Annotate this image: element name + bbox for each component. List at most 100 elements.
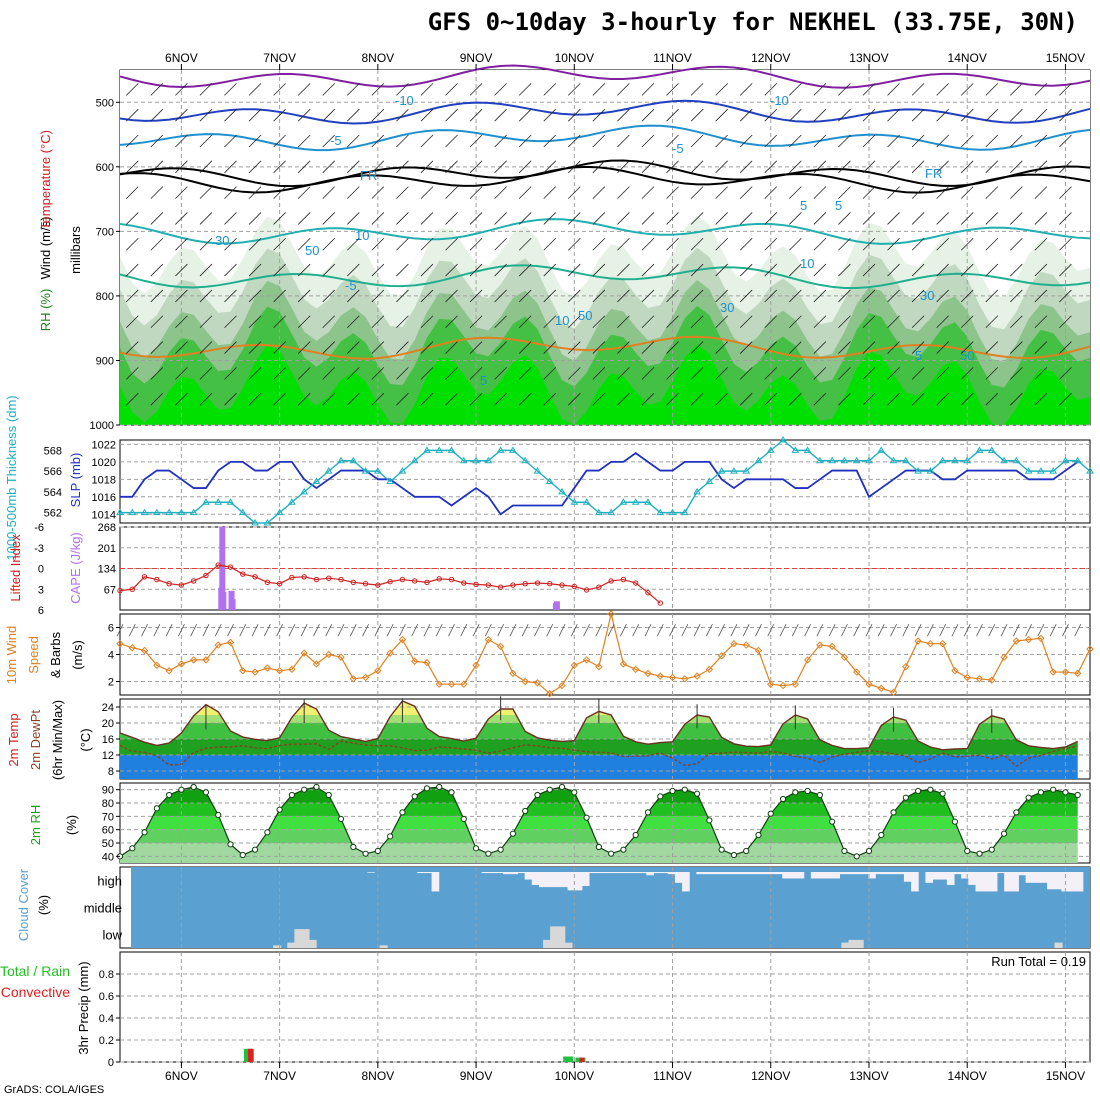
contour-label: 10 (800, 256, 814, 271)
wind-barb (199, 263, 213, 277)
high-cloud-bar (925, 872, 934, 883)
date-label-bottom: 12NOV (751, 1069, 790, 1083)
wind-barb (617, 134, 630, 148)
thickness-marker (1024, 467, 1033, 474)
wind-barb (420, 341, 434, 354)
date-label-bottom: 7NOV (263, 1069, 296, 1083)
wind-barb (1034, 341, 1048, 354)
high-cloud-bar (1068, 872, 1077, 892)
wind-barb (862, 212, 876, 225)
wind-barb (494, 83, 507, 96)
wind-barb (927, 624, 934, 637)
wind-speed-marker (349, 675, 357, 683)
wind-barb (347, 263, 360, 277)
high-cloud-bar (624, 872, 633, 874)
wind-barb (911, 134, 925, 148)
rh-marker (964, 847, 971, 855)
wind-barb (497, 624, 504, 637)
rh-marker (608, 850, 615, 857)
wind-barb (396, 160, 409, 174)
wind-barb (1059, 134, 1072, 148)
high-cloud-bar (989, 872, 998, 892)
high-cloud-bar (954, 872, 962, 875)
wind-barb (985, 341, 999, 354)
wind-barb (347, 83, 360, 96)
wind-barb (472, 624, 480, 637)
y-tick-label: 566 (44, 466, 62, 478)
wind-barb (1059, 315, 1072, 329)
wind-barb (150, 186, 164, 199)
contour-label: 30 (215, 233, 229, 248)
ylabel-2m-temp: 2m Temp (6, 713, 21, 766)
wind-speed-marker (398, 635, 407, 644)
wind-barb (1010, 212, 1023, 225)
thickness-marker (901, 456, 910, 464)
wind-barb (297, 83, 311, 96)
wind-barb (273, 212, 286, 225)
wind-barb (1010, 392, 1023, 406)
thickness-marker (386, 477, 395, 484)
date-label-top: 9NOV (460, 51, 493, 65)
wind-speed-marker (484, 635, 493, 644)
ylabel-2m-rh: 2m RH (28, 805, 43, 845)
thickness-marker (509, 446, 517, 453)
wind-barb (960, 315, 974, 329)
wind-barb (543, 237, 557, 251)
wind-barb (592, 367, 606, 380)
wind-barb (543, 341, 557, 354)
thickness-marker (730, 467, 738, 474)
legend-total-rain: Total / Rain (0, 963, 70, 979)
wind-barb (371, 160, 385, 174)
low-cloud-bar (287, 942, 296, 948)
wind-barb (862, 134, 876, 148)
wind-barb (1049, 624, 1057, 637)
rh-marker (927, 786, 934, 793)
lifted-index-marker (485, 582, 492, 588)
panel-frame (119, 951, 1091, 1063)
wind-barb (297, 134, 311, 148)
wind-barb (813, 289, 827, 303)
rh-marker (411, 793, 418, 800)
y-tick-label: 1020 (92, 457, 116, 469)
wind-barb (199, 341, 213, 354)
wind-barb (715, 315, 728, 329)
wind-barb (641, 367, 655, 380)
wind-barb (347, 341, 360, 354)
high-cloud-bar (946, 872, 955, 885)
wind-barb (641, 341, 655, 354)
wind-barb (371, 212, 385, 225)
wind-barb (396, 392, 409, 406)
wind-barb (322, 367, 336, 380)
wind-barb (494, 237, 507, 251)
wind-barb (568, 263, 581, 277)
wind-barb (518, 367, 532, 380)
wind-barb (789, 212, 802, 225)
wind-barb (125, 160, 139, 174)
wind-barb (813, 160, 827, 174)
wind-barb (568, 108, 581, 122)
ylabel-wind-text: Wind (m/s) (38, 217, 53, 280)
wind-barb (420, 212, 434, 225)
wind-barb (150, 315, 164, 329)
wind-barb (976, 624, 983, 637)
wind-barb (445, 263, 458, 277)
wind-barb (420, 315, 434, 329)
wind-barb (617, 392, 630, 406)
wind-barb (1034, 263, 1048, 277)
wind-barb (297, 263, 311, 277)
wind-barb (297, 186, 311, 199)
wind-speed-marker (177, 660, 186, 668)
wind-barb (518, 83, 532, 96)
wind-barb (420, 186, 434, 199)
wind-barb (813, 134, 827, 148)
wind-barb (666, 83, 679, 96)
wind-barb (739, 341, 753, 354)
wind-barb (838, 186, 851, 199)
y-tick-label: 562 (44, 508, 62, 520)
high-cloud-bar (510, 872, 518, 875)
rh-marker (448, 789, 455, 796)
y-tick-label: 268 (98, 522, 116, 534)
ylabel-thickness-text: 1000-500mb Thickness (dm) (4, 395, 19, 560)
wind-barb (887, 289, 900, 303)
wind-speed-marker (705, 665, 714, 674)
